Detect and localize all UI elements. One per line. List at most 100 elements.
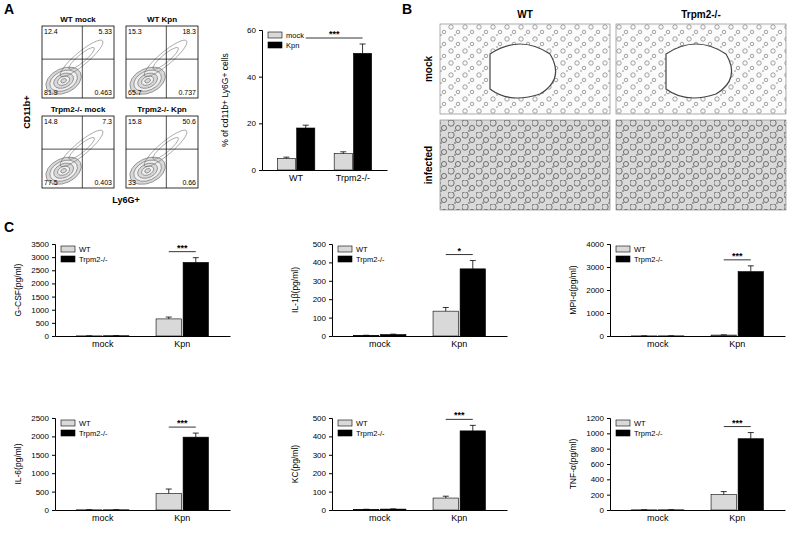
x-axis-line <box>333 510 508 511</box>
y-tick: 3500 <box>31 240 55 249</box>
y-tick: 500 <box>313 240 332 249</box>
bar-chart: 0100200300400500mockKpnIL-1β(pg/ml)WTTrp… <box>290 240 508 349</box>
error-bar <box>721 492 727 495</box>
bar-chart: 0100200300400500mockKpnKC(pg/ml)WTTrpm2-… <box>290 410 508 523</box>
bar <box>738 439 763 510</box>
flow-plot: Trpm2-/- Kpn15.850.6330.66 <box>125 105 198 190</box>
legend: WTTrpm2-/- <box>61 245 108 264</box>
micrograph-image <box>440 24 610 114</box>
x-tick-label: Kpn <box>729 513 745 523</box>
y-tick-mark <box>607 418 610 419</box>
y-tick-mark <box>52 455 55 456</box>
y-tick-mark <box>329 418 332 419</box>
y-tick: 3000 <box>586 263 610 272</box>
y-tick: 600 <box>591 460 610 469</box>
y-tick-mark <box>52 283 55 284</box>
legend-label: WT <box>634 245 646 254</box>
plot-title: Trpm2-/- Kpn <box>137 105 186 114</box>
x-tick: mock <box>647 336 669 349</box>
y-tick-label: 2000 <box>31 432 49 441</box>
y-tick-label: 2500 <box>31 266 49 275</box>
legend-label: Trpm2-/- <box>356 429 385 438</box>
y-tick-label: 1000 <box>31 469 49 478</box>
y-tick-mark <box>52 297 55 298</box>
y-tick: 200 <box>313 295 332 304</box>
error-cap <box>470 425 476 426</box>
y-tick-label: 3000 <box>31 253 49 262</box>
quadrant-percent: 81.9 <box>44 89 58 96</box>
contour <box>144 168 151 174</box>
quadrant-percent: 5.33 <box>98 28 112 35</box>
y-tick-label: 0 <box>45 332 50 341</box>
x-tick: Kpn <box>451 336 467 349</box>
legend-label: WT <box>79 419 91 428</box>
bar <box>104 509 129 510</box>
y-tick-mark <box>329 262 332 263</box>
y-tick: 60 <box>247 26 262 35</box>
y-axis: 0100200300400500 <box>313 240 333 341</box>
error-cap <box>113 509 119 510</box>
error-cap <box>641 509 647 510</box>
y-tick: 1200 <box>586 414 610 423</box>
contour <box>140 164 155 177</box>
error-bar <box>340 152 346 154</box>
y-axis-title: G-CSF(pg/ml) <box>13 263 23 316</box>
quadrant-percent: 33 <box>128 179 136 186</box>
y-axis-line <box>607 419 611 511</box>
error-cap <box>193 433 199 434</box>
quadrant-percent: 12.4 <box>44 28 58 35</box>
contour <box>56 126 106 171</box>
error-stem <box>750 266 751 272</box>
y-tick: 500 <box>36 319 55 328</box>
bar <box>711 335 736 336</box>
error-cap <box>113 335 119 336</box>
error-cap <box>340 151 346 152</box>
error-cap <box>721 491 727 492</box>
legend-label: WT <box>79 245 91 254</box>
y-tick: 2000 <box>31 279 55 288</box>
significance-label: *** <box>177 243 188 253</box>
x-tick-label: Kpn <box>174 513 190 523</box>
y-tick-mark <box>607 267 610 268</box>
flow-plot: WT Kpn15.318.365.70.737 <box>125 15 198 100</box>
y-tick-label: 1500 <box>31 451 49 460</box>
x-tick-label: Trpm2-/- <box>336 173 370 183</box>
error-bar <box>193 433 199 437</box>
y-tick: 1000 <box>31 469 55 478</box>
y-tick-label: 0 <box>600 506 605 515</box>
error-cap <box>360 44 366 45</box>
x-axis-line <box>611 510 786 511</box>
y-tick: 0 <box>252 166 262 175</box>
y-tick-label: 0 <box>45 506 50 515</box>
y-axis-title: MPI-α(pg/ml) <box>568 265 578 314</box>
y-tick-label: 400 <box>591 475 605 484</box>
y-tick: 0 <box>322 506 332 515</box>
x-axis: mockKpn <box>611 336 786 349</box>
error-cap <box>470 260 476 261</box>
error-cap <box>283 157 289 158</box>
gate-line <box>42 59 114 60</box>
y-tick-mark <box>607 449 610 450</box>
error-bar <box>443 307 449 311</box>
marks <box>277 44 371 170</box>
gate-line <box>126 59 198 60</box>
y-tick-mark <box>52 244 55 245</box>
y-axis-line <box>329 245 333 337</box>
y-tick-mark <box>329 336 332 337</box>
x-axis-title: Ly6G+ <box>112 195 139 205</box>
y-tick-mark <box>329 455 332 456</box>
y-tick-mark <box>607 510 610 511</box>
y-tick-mark <box>52 270 55 271</box>
y-tick-label: 400 <box>313 258 327 267</box>
y-tick-label: 0 <box>322 506 327 515</box>
flow-plot: WT mock12.45.3381.90.463 <box>41 15 114 100</box>
legend: mockKpn <box>268 31 304 50</box>
y-tick-mark <box>52 257 55 258</box>
y-tick-mark <box>52 418 55 419</box>
column-label: WT <box>517 9 533 20</box>
x-tick-label: mock <box>369 513 391 523</box>
contour <box>135 160 160 181</box>
y-tick-label: 200 <box>313 295 327 304</box>
row-label: infected <box>423 146 434 184</box>
legend: WTTrpm2-/- <box>61 419 108 438</box>
